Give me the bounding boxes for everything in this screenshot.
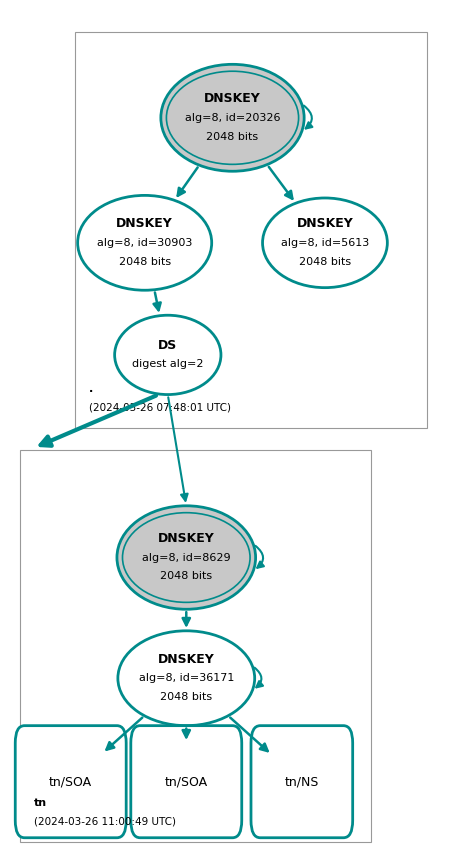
Text: 2048 bits: 2048 bits bbox=[206, 131, 259, 142]
Text: 2048 bits: 2048 bits bbox=[160, 572, 213, 581]
Text: 2048 bits: 2048 bits bbox=[119, 257, 171, 266]
Text: alg=8, id=5613: alg=8, id=5613 bbox=[281, 238, 369, 247]
Text: DNSKEY: DNSKEY bbox=[204, 93, 261, 106]
Ellipse shape bbox=[78, 195, 212, 291]
Text: alg=8, id=30903: alg=8, id=30903 bbox=[97, 238, 193, 247]
Ellipse shape bbox=[263, 198, 387, 288]
Text: alg=8, id=20326: alg=8, id=20326 bbox=[185, 112, 280, 123]
Ellipse shape bbox=[118, 631, 255, 726]
Text: (2024-03-26 11:00:49 UTC): (2024-03-26 11:00:49 UTC) bbox=[34, 817, 176, 827]
Text: alg=8, id=8629: alg=8, id=8629 bbox=[142, 553, 231, 562]
FancyBboxPatch shape bbox=[15, 726, 126, 837]
Text: tn/NS: tn/NS bbox=[285, 775, 319, 788]
Text: (2024-03-26 07:48:01 UTC): (2024-03-26 07:48:01 UTC) bbox=[89, 403, 231, 413]
FancyBboxPatch shape bbox=[75, 31, 426, 428]
Ellipse shape bbox=[117, 506, 256, 609]
FancyBboxPatch shape bbox=[251, 726, 352, 837]
Text: alg=8, id=36171: alg=8, id=36171 bbox=[139, 673, 234, 683]
Ellipse shape bbox=[115, 315, 221, 394]
Text: tn/SOA: tn/SOA bbox=[49, 775, 92, 788]
Text: 2048 bits: 2048 bits bbox=[299, 257, 351, 266]
Text: 2048 bits: 2048 bits bbox=[160, 692, 213, 702]
Text: tn: tn bbox=[34, 798, 47, 808]
Text: tn/SOA: tn/SOA bbox=[165, 775, 208, 788]
Text: DNSKEY: DNSKEY bbox=[158, 653, 215, 666]
Text: .: . bbox=[89, 384, 93, 394]
Text: DS: DS bbox=[158, 339, 178, 352]
Text: DNSKEY: DNSKEY bbox=[297, 217, 353, 230]
Text: DNSKEY: DNSKEY bbox=[116, 217, 173, 230]
Ellipse shape bbox=[161, 64, 304, 171]
FancyBboxPatch shape bbox=[20, 450, 371, 842]
Text: DNSKEY: DNSKEY bbox=[158, 532, 215, 545]
Text: digest alg=2: digest alg=2 bbox=[132, 359, 204, 369]
FancyBboxPatch shape bbox=[131, 726, 242, 837]
